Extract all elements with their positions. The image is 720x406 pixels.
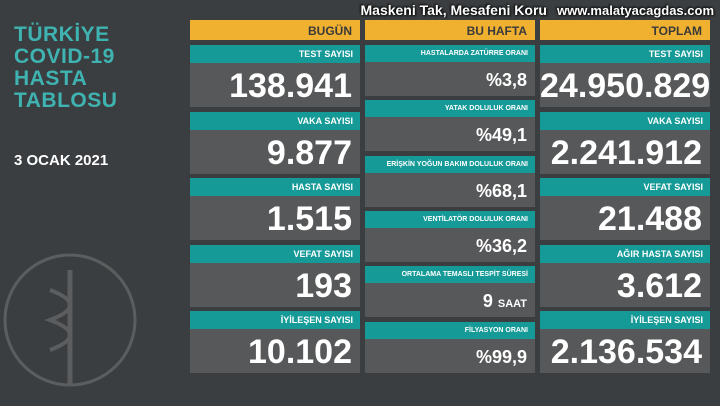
stat-label: VEFAT SAYISI [190,244,360,263]
stat-number: %99,9 [475,346,527,367]
stat-number: 24.950.829 [540,67,711,105]
stat-value: 1.515 [190,196,360,240]
stat-card: VAKA SAYISI 2.241.912 [540,111,710,174]
stat-card: VAKA SAYISI 9.877 [190,111,360,174]
stat-label: HASTALARDA ZATÜRRE ORANI [365,45,535,62]
watermark: Maskeni Tak, Mesafeni Koru www.malatyaca… [361,2,715,18]
stat-number: 193 [295,266,352,305]
stat-card: VENTİLATÖR DOLULUK ORANI %36,2 [365,210,535,262]
stat-card: FİLYASYON ORANI %99,9 [365,321,535,373]
watermark-slogan: Maskeni Tak, Mesafeni Koru [360,2,547,18]
stat-label: VENTİLATÖR DOLULUK ORANI [365,210,535,228]
column-header: BUGÜN [190,20,360,40]
stat-card: AĞIR HASTA SAYISI 3.612 [540,244,710,307]
stat-number: 9.877 [266,133,352,172]
stat-label: ERİŞKİN YOĞUN BAKIM DOLULUK ORANI [365,155,535,173]
stat-card: İYİLEŞEN SAYISI 2.136.534 [540,311,710,373]
watermark-url: www.malatyacagdas.com [556,3,714,18]
stat-value: %68,1 [365,172,535,207]
stat-value: %3,8 [365,62,535,96]
stat-number: 3.612 [616,266,702,305]
stat-label: FİLYASYON ORANI [365,321,535,339]
stat-card: HASTALARDA ZATÜRRE ORANI %3,8 [365,45,535,96]
report-date: 3 OCAK 2021 [14,152,109,169]
stat-label: TEST SAYISI [540,45,710,63]
title-block: TÜRKİYE COVID-19 HASTA TABLOSU 3 OCAK 20… [14,23,184,170]
stat-value: %49,1 [365,117,535,152]
stat-number: 2.136.534 [550,333,702,371]
stat-value: 21.488 [540,196,710,240]
stat-card: TEST SAYISI 138.941 [190,45,360,107]
stat-card: VEFAT SAYISI 193 [190,244,360,307]
stat-number: %49,1 [475,125,527,146]
stat-number: 21.488 [598,200,702,238]
stat-number: 138.941 [229,67,352,105]
stat-card: VEFAT SAYISI 21.488 [540,178,710,240]
stat-label: VEFAT SAYISI [540,178,710,196]
stat-number: %36,2 [475,235,527,256]
today-column: BUGÜN TEST SAYISI 138.941 VAKA SAYISI 9.8… [190,20,360,373]
stat-number: 2.241.912 [550,133,702,172]
column-header: BU HAFTA [365,20,535,40]
ministry-emblem-icon [3,253,137,387]
stat-number: 9 [482,291,493,312]
stat-label: İYİLEŞEN SAYISI [540,311,710,329]
stat-value: 24.950.829 [540,63,710,107]
stat-number: 1.515 [266,200,352,238]
stat-number: %68,1 [475,180,527,201]
stat-card: TEST SAYISI 24.950.829 [540,45,710,107]
stat-value: 138.941 [190,63,360,107]
stat-value: 3.612 [540,262,710,307]
title-line: TÜRKİYE [14,23,110,46]
stat-card: İYİLEŞEN SAYISI 10.102 [190,311,360,373]
stat-label: VAKA SAYISI [190,111,360,130]
title-line: TABLOSU [14,89,118,112]
stat-card: YATAK DOLULUK ORANI %49,1 [365,100,535,152]
stat-label: HASTA SAYISI [190,178,360,196]
stat-value: %36,2 [365,227,535,262]
total-column: TOPLAM TEST SAYISI 24.950.829 VAKA SAYISI… [540,20,710,373]
stat-label: VAKA SAYISI [540,111,710,130]
title-line: COVID-19 [14,45,115,68]
stat-card: HASTA SAYISI 1.515 [190,178,360,240]
title-line: HASTA [14,67,88,90]
stat-card: ORTALAMA TEMASLI TESPİT SÜRESİ 9 SAAT [365,266,535,318]
stat-value: 10.102 [190,329,360,373]
stat-value: 2.241.912 [540,129,710,174]
stat-number: %3,8 [485,70,527,90]
stat-number: 10.102 [248,333,352,371]
stat-value: 193 [190,262,360,307]
stat-label: İYİLEŞEN SAYISI [190,311,360,329]
stat-label: ORTALAMA TEMASLI TESPİT SÜRESİ [365,266,535,284]
stat-unit: SAAT [497,298,527,311]
stat-label: YATAK DOLULUK ORANI [365,100,535,118]
stat-value: 2.136.534 [540,329,710,373]
stat-value: %99,9 [365,338,535,373]
week-column: BU HAFTA HASTALARDA ZATÜRRE ORANI %3,8 YA… [365,20,535,373]
stat-card: ERİŞKİN YOĞUN BAKIM DOLULUK ORANI %68,1 [365,155,535,207]
column-header: TOPLAM [540,20,710,40]
stat-value: 9 SAAT [365,283,535,318]
stat-label: TEST SAYISI [190,45,360,63]
stat-value: 9.877 [190,129,360,174]
stat-label: AĞIR HASTA SAYISI [540,244,710,263]
